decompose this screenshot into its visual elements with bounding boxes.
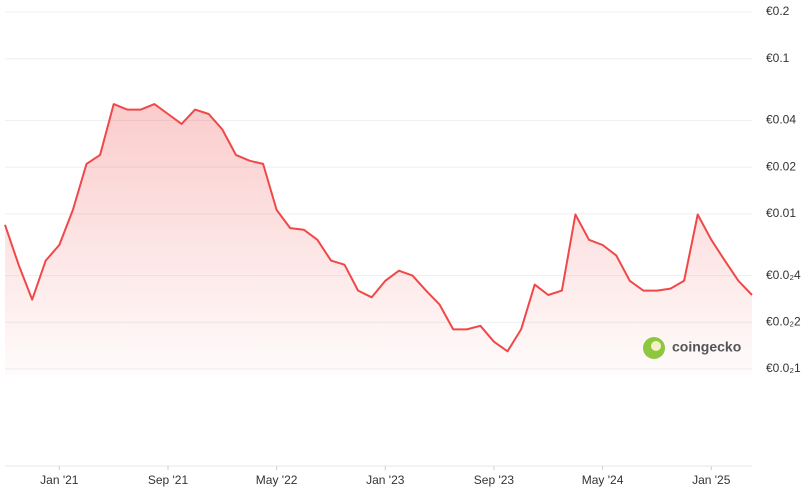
- y-tick-label: €0.04: [766, 113, 796, 127]
- y-tick-label: €0.1: [766, 51, 790, 65]
- y-tick-label: €0.2: [766, 4, 790, 18]
- price-line: [4, 103, 753, 353]
- watermark-text: coingecko: [672, 339, 741, 355]
- x-tick-label: May '24: [582, 473, 624, 487]
- logo-eye: [651, 341, 661, 351]
- x-tick-label: Jan '21: [40, 473, 79, 487]
- x-tick-label: Jan '23: [366, 473, 405, 487]
- x-tick-label: May '22: [256, 473, 298, 487]
- x-tick-label: Sep '23: [474, 473, 515, 487]
- x-tick-label: Sep '21: [148, 473, 189, 487]
- y-tick-label: €0.01: [766, 206, 796, 220]
- y-tick-label: €0.0₂4: [766, 268, 801, 282]
- x-tick-label: Jan '25: [692, 473, 731, 487]
- y-tick-label: €0.0₂1: [766, 361, 801, 375]
- watermark: coingecko: [643, 337, 741, 359]
- y-tick-label: €0.02: [766, 159, 796, 173]
- price-area: [5, 104, 752, 375]
- y-tick-label: €0.0₂2: [766, 314, 801, 328]
